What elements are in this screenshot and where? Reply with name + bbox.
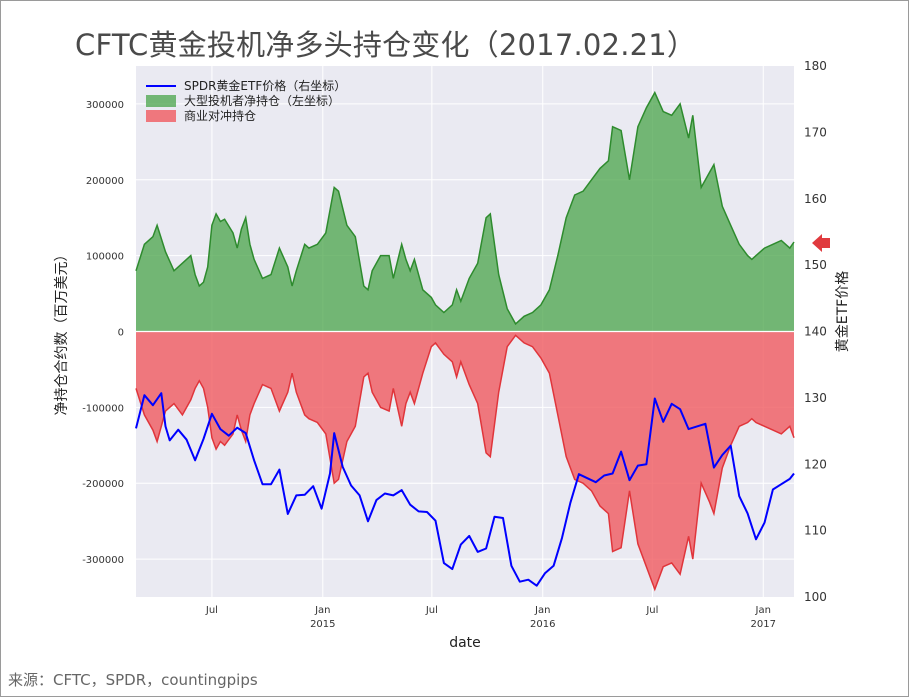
x-tick-label: Jul [425, 605, 438, 616]
y-axis-left-label: 净持仓合约数（百万美元） [54, 248, 70, 416]
y-tick-right-label: 100 [804, 590, 827, 604]
price-marker-arrow [812, 234, 830, 252]
legend-label: 商业对冲持仓 [184, 108, 256, 123]
area-series-edge-2 [135, 334, 795, 592]
y-tick-right-label: 170 [804, 125, 827, 139]
source-note: 来源：CFTC，SPDR，countingpips [8, 671, 258, 689]
y-tick-left-label: 100000 [86, 252, 124, 263]
x-tick-label: Jul [645, 605, 658, 616]
y-tick-right-label: 150 [804, 258, 827, 272]
area-series [135, 90, 795, 592]
legend-swatch-area [146, 95, 176, 107]
y-tick-left-label: -200000 [82, 479, 124, 490]
y-tick-left-label: 300000 [86, 100, 124, 111]
y-tick-right-label: 110 [804, 524, 827, 538]
y-tick-right-label: 140 [804, 325, 827, 339]
area-series-2 [136, 331, 794, 590]
legend-swatch-area [146, 110, 176, 122]
line-series [135, 330, 795, 587]
y-axis-right-label: 黄金ETF价格 [834, 271, 851, 352]
area-series-edge-1 [135, 90, 795, 326]
y-tick-left-label: -300000 [82, 555, 124, 566]
x-tick-year-label: 2016 [530, 619, 555, 630]
spdr-price-line [135, 392, 795, 587]
y-tick-right-label: 120 [804, 457, 827, 471]
y-tick-right-label: 130 [804, 391, 827, 405]
axes: 300000 200000 100000 0 -100000 -200000 -300000… [82, 59, 827, 630]
arrow-icon [812, 234, 830, 252]
x-tick-label: Jan [755, 605, 771, 616]
legend-label: SPDR黄金ETF价格（右坐标） [184, 78, 346, 93]
y-tick-right-label: 180 [804, 59, 827, 73]
x-tick-label: Jan [534, 605, 550, 616]
y-tick-right-label: 160 [804, 192, 827, 206]
legend: SPDR黄金ETF价格（右坐标）大型投机者净持仓（左坐标）商业对冲持仓 [146, 78, 346, 123]
y-tick-left-label: 0 [118, 328, 124, 339]
chart-title: CFTC黄金投机净多头持仓变化（2017.02.21） [75, 28, 697, 62]
x-tick-label: Jan [314, 605, 330, 616]
y-tick-left-label: 200000 [86, 176, 124, 187]
legend-label: 大型投机者净持仓（左坐标） [184, 93, 340, 108]
x-tick-label: Jul [205, 605, 218, 616]
x-tick-year-label: 2015 [310, 619, 335, 630]
y-tick-left-label: -100000 [82, 403, 124, 414]
x-tick-year-label: 2017 [751, 619, 776, 630]
x-axis-label: date [449, 635, 481, 651]
area-series-1 [136, 92, 794, 332]
